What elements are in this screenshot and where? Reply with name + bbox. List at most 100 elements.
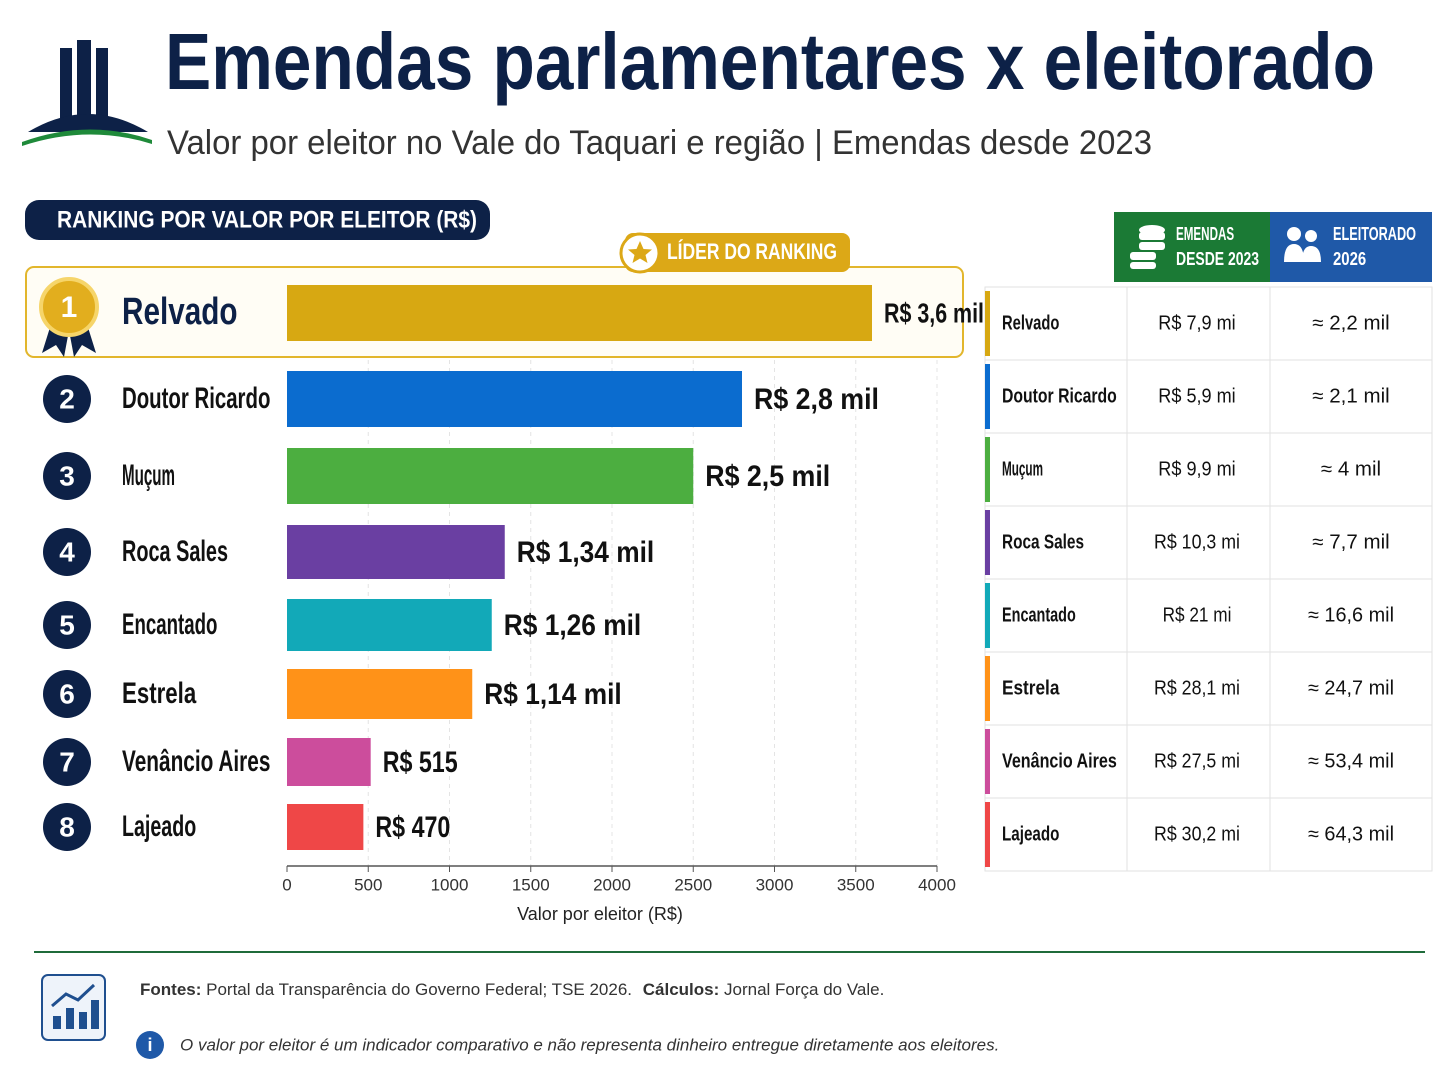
rank-number: 5 <box>59 609 75 640</box>
info-icon <box>136 1031 164 1059</box>
x-tick-label: 0 <box>282 875 291 894</box>
bar <box>287 525 505 579</box>
table-cell: R$ 7,9 mi <box>1158 312 1235 334</box>
rank-badge <box>43 670 91 718</box>
rank-badge <box>43 803 91 851</box>
table-cell: R$ 30,2 mi <box>1154 823 1240 845</box>
row-stripe <box>985 583 990 648</box>
table-header: ELEITORADO <box>1333 224 1416 244</box>
svg-text:i: i <box>147 1035 152 1055</box>
sources-text: Portal da Transparência do Governo Feder… <box>206 980 632 999</box>
bar <box>287 371 742 427</box>
table-cell: ≈ 7,7 mil <box>1312 531 1389 553</box>
stats-icon <box>41 974 106 1041</box>
category-label: Doutor Ricardo <box>122 382 270 415</box>
value-label: R$ 1,14 mil <box>484 678 622 711</box>
rank-badge <box>43 738 91 786</box>
people-icon <box>1284 227 1321 262</box>
rank-number: 2 <box>59 383 75 414</box>
table-cell: R$ 9,9 mi <box>1158 458 1235 480</box>
x-tick-label: 1500 <box>512 875 550 894</box>
sources-label: Fontes: <box>140 980 201 999</box>
x-tick-label: 2000 <box>593 875 631 894</box>
x-tick-label: 1000 <box>431 875 469 894</box>
table-header: DESDE 2023 <box>1176 249 1259 269</box>
table-header: EMENDAS <box>1176 224 1234 244</box>
value-label: R$ 2,5 mil <box>705 460 830 493</box>
rank-medal <box>39 277 99 337</box>
row-stripe <box>985 364 990 429</box>
table-name: Muçum <box>1002 458 1043 480</box>
row-stripe <box>985 656 990 721</box>
bar <box>287 448 694 504</box>
table-cell: ≈ 2,2 mil <box>1312 312 1389 334</box>
section-pill <box>25 200 490 240</box>
row-stripe <box>985 437 990 502</box>
value-label: R$ 2,8 mil <box>754 383 879 416</box>
category-label: Encantado <box>122 608 217 641</box>
rank-number: 8 <box>59 811 75 842</box>
row-stripe <box>985 802 990 867</box>
category-label: Venâncio Aires <box>122 745 270 778</box>
table-header-cell <box>1114 212 1270 282</box>
subtitle: Valor por eleitor no Vale do Taquari e r… <box>167 124 1152 162</box>
bar <box>287 285 872 341</box>
table-cell: ≈ 4 mil <box>1321 458 1381 480</box>
calc-text: Jornal Força do Vale. <box>724 980 884 999</box>
table-cell: R$ 28,1 mi <box>1154 677 1240 699</box>
table-cell: ≈ 16,6 mil <box>1308 604 1394 626</box>
title: Emendas parlamentares x eleitorado <box>165 17 1375 106</box>
rank-badge <box>43 601 91 649</box>
bar <box>287 599 492 651</box>
table-name: Venâncio Aires <box>1002 750 1117 772</box>
x-tick-label: 4000 <box>918 875 956 894</box>
row-stripe <box>985 729 990 794</box>
category-label: Roca Sales <box>122 535 228 568</box>
bar <box>287 804 364 850</box>
leader-badge <box>625 233 850 272</box>
value-label: R$ 515 <box>383 746 458 779</box>
table-name: Estrela <box>1002 677 1060 699</box>
rank-number: 4 <box>59 536 75 567</box>
table-cell: ≈ 24,7 mil <box>1308 677 1394 699</box>
table-name: Roca Sales <box>1002 531 1084 553</box>
category-label: Estrela <box>122 677 196 710</box>
bar <box>287 738 371 786</box>
rank-number: 6 <box>59 678 75 709</box>
table-name: Relvado <box>1002 312 1059 334</box>
rank-number: 1 <box>61 291 78 324</box>
bar <box>287 669 473 719</box>
table-cell: R$ 21 mi <box>1163 604 1232 626</box>
leader-badge-text: LÍDER DO RANKING <box>667 239 837 264</box>
rank-number: 7 <box>59 746 75 777</box>
category-label: Muçum <box>122 459 175 492</box>
calc-label: Cálculos: <box>643 980 720 999</box>
table-cell: ≈ 53,4 mil <box>1308 750 1394 772</box>
category-label: Lajeado <box>122 810 196 843</box>
value-label: R$ 1,34 mil <box>517 536 655 569</box>
rank-badge <box>43 375 91 423</box>
value-label: R$ 470 <box>375 811 450 844</box>
sources: Fontes: Portal da Transparência do Gover… <box>140 980 884 999</box>
table-cell: ≈ 64,3 mil <box>1308 823 1394 845</box>
rank-badge <box>43 528 91 576</box>
rank-badge <box>43 452 91 500</box>
table-name: Lajeado <box>1002 823 1059 845</box>
rank-number: 3 <box>59 460 75 491</box>
table-cell: ≈ 2,1 mil <box>1312 385 1389 407</box>
section-title: RANKING POR VALOR POR ELEITOR (R$) <box>57 206 477 233</box>
table-cell: R$ 27,5 mi <box>1154 750 1240 772</box>
table-name: Doutor Ricardo <box>1002 385 1117 407</box>
x-tick-label: 3500 <box>837 875 875 894</box>
note: O valor por eleitor é um indicador compa… <box>180 1035 999 1054</box>
x-tick-label: 2500 <box>674 875 712 894</box>
row-stripe <box>985 291 990 356</box>
row-stripe <box>985 510 990 575</box>
x-axis-label: Valor por eleitor (R$) <box>517 904 683 924</box>
category-label: Relvado <box>122 291 238 333</box>
table-header: 2026 <box>1333 249 1366 269</box>
value-label: R$ 1,26 mil <box>504 609 642 642</box>
table-cell: R$ 10,3 mi <box>1154 531 1240 553</box>
value-label: R$ 3,6 mil <box>884 297 984 328</box>
